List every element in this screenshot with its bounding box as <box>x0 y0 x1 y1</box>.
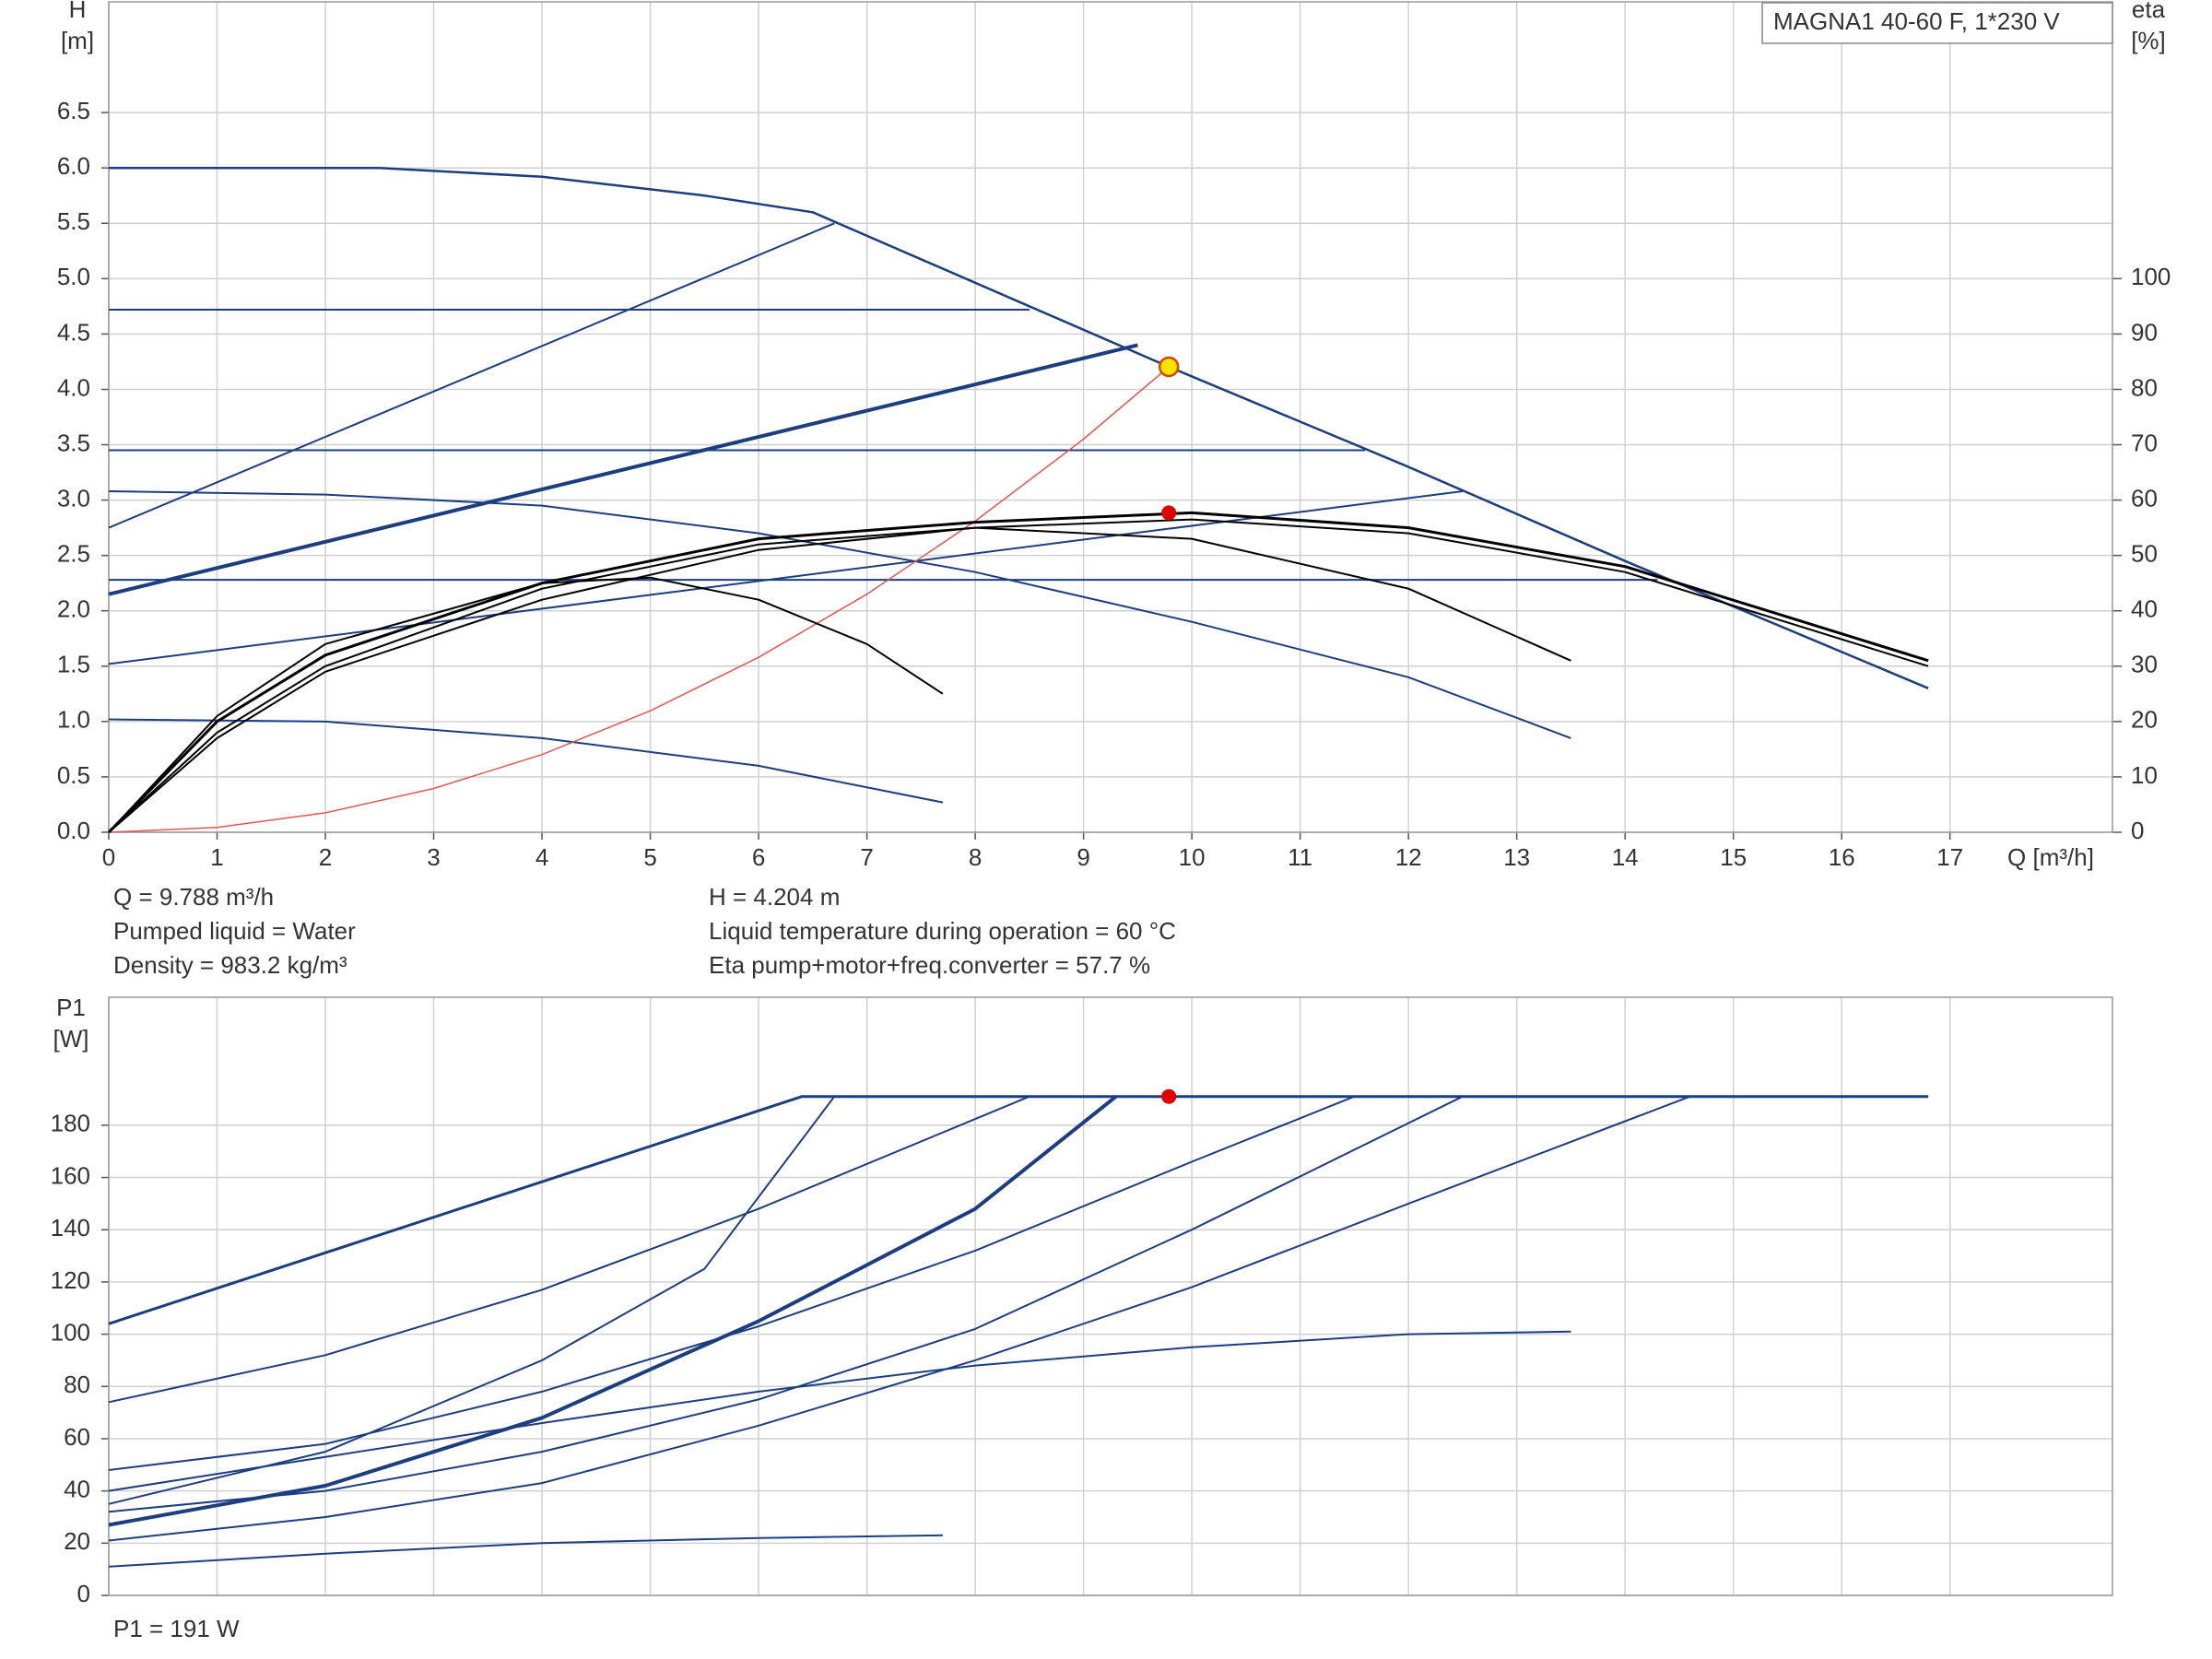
x-axis-label: Q [m³/h] <box>2007 843 2094 871</box>
y2-tick-label: 10 <box>2131 761 2158 789</box>
y-tick-label: 4.0 <box>57 373 90 401</box>
curve <box>108 490 1571 739</box>
annotation: Pumped liquid = Water <box>113 917 356 945</box>
curve <box>108 518 1929 833</box>
curve <box>108 576 944 833</box>
y-tick-label: 120 <box>51 1266 90 1294</box>
x-tick-label: 14 <box>1612 843 1639 871</box>
y-axis-label: P1 <box>56 994 86 1021</box>
curve <box>108 1095 1118 1527</box>
y-tick-label: 20 <box>64 1527 90 1555</box>
annotation: Liquid temperature during operation = 60… <box>709 917 1176 945</box>
annotation: H = 4.204 m <box>709 883 840 911</box>
y2-axis-label: [%] <box>2131 27 2166 54</box>
y2-tick-label: 100 <box>2131 263 2171 290</box>
duty-point <box>1161 1088 1177 1104</box>
y2-tick-label: 0 <box>2131 817 2144 844</box>
y-tick-label: 3.0 <box>57 484 90 512</box>
x-tick-label: 16 <box>1829 843 1855 871</box>
curve <box>108 718 944 804</box>
x-tick-label: 2 <box>319 843 332 871</box>
y-tick-label: 0.0 <box>57 817 90 844</box>
duty-point <box>1158 356 1180 378</box>
curve <box>108 222 835 529</box>
curve <box>108 1095 1691 1542</box>
y2-tick-label: 80 <box>2131 373 2158 401</box>
x-tick-label: 6 <box>752 843 765 871</box>
x-tick-label: 17 <box>1936 843 1963 871</box>
x-tick-label: 7 <box>860 843 873 871</box>
y-tick-label: 3.5 <box>57 429 90 456</box>
x-tick-label: 10 <box>1179 843 1206 871</box>
eta-point <box>1161 505 1177 521</box>
y-axis-label: H <box>69 0 87 23</box>
y2-tick-label: 60 <box>2131 484 2158 512</box>
y-tick-label: 160 <box>51 1161 90 1189</box>
y2-axis-label: eta <box>2132 0 2166 23</box>
x-tick-label: 15 <box>1720 843 1747 871</box>
y-tick-label: 5.5 <box>57 207 90 235</box>
x-tick-label: 5 <box>643 843 656 871</box>
x-tick-label: 12 <box>1395 843 1422 871</box>
y2-tick-label: 40 <box>2131 595 2158 623</box>
x-tick-label: 9 <box>1077 843 1089 871</box>
y2-tick-label: 20 <box>2131 706 2158 734</box>
annotation: Q = 9.788 m³/h <box>113 883 274 911</box>
y-axis-label: [W] <box>53 1025 89 1053</box>
x-tick-label: 3 <box>427 843 440 871</box>
plot-area <box>109 997 2112 1595</box>
y-tick-label: 140 <box>51 1214 90 1241</box>
curve <box>107 511 1929 834</box>
curve <box>108 1095 1030 1404</box>
y-tick-label: 6.0 <box>57 152 90 180</box>
y-tick-label: 2.0 <box>57 595 90 623</box>
plot-frame <box>108 1 2113 833</box>
y-tick-label: 6.5 <box>57 97 90 124</box>
y-tick-label: 4.5 <box>57 318 90 346</box>
chart-title: MAGNA1 40-60 F, 1*230 V <box>1773 7 2060 35</box>
y2-tick-label: 50 <box>2131 540 2158 568</box>
y-tick-label: 1.5 <box>57 651 90 678</box>
y-tick-label: 0 <box>77 1580 90 1607</box>
y-tick-label: 80 <box>64 1371 90 1398</box>
curve <box>108 1095 1355 1471</box>
curve <box>108 490 1464 665</box>
y2-tick-label: 70 <box>2131 429 2158 456</box>
y-tick-label: 5.0 <box>57 263 90 290</box>
curve <box>108 1095 1929 1325</box>
x-tick-label: 0 <box>102 843 115 871</box>
curve <box>108 1095 1464 1513</box>
annotation: Eta pump+motor+freq.converter = 57.7 % <box>709 951 1150 979</box>
y-tick-label: 1.0 <box>57 706 90 734</box>
y-axis-label: [m] <box>61 27 94 54</box>
annotation: P1 = 191 W <box>113 1615 240 1642</box>
y-tick-label: 180 <box>51 1110 90 1137</box>
curve <box>108 343 1138 596</box>
plot-frame <box>108 996 2113 1596</box>
annotation: Density = 983.2 kg/m³ <box>113 951 347 979</box>
curve <box>108 1534 943 1568</box>
y-tick-label: 2.5 <box>57 540 90 568</box>
x-tick-label: 13 <box>1503 843 1530 871</box>
y-tick-label: 40 <box>64 1476 90 1503</box>
legend-box <box>1761 2 2113 44</box>
x-tick-label: 1 <box>210 843 223 871</box>
x-tick-label: 8 <box>969 843 982 871</box>
curve <box>109 166 1929 689</box>
curve <box>108 526 1571 833</box>
x-tick-label: 11 <box>1288 843 1312 871</box>
y-tick-label: 0.5 <box>57 761 90 789</box>
x-tick-label: 4 <box>535 843 548 871</box>
y-tick-label: 100 <box>51 1318 90 1346</box>
curve <box>108 1330 1571 1492</box>
y2-tick-label: 30 <box>2131 651 2158 678</box>
curve <box>108 366 1170 833</box>
y2-tick-label: 90 <box>2131 318 2158 346</box>
y-tick-label: 60 <box>64 1423 90 1451</box>
